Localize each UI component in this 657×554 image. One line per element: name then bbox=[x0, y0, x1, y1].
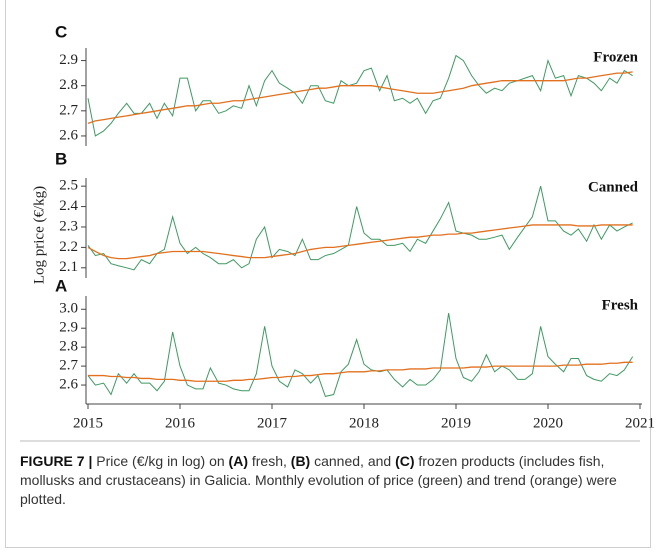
caption-text: Price (€/kg in log) on bbox=[92, 453, 229, 469]
y-tick-label: 2.7 bbox=[59, 358, 78, 374]
x-tick-label: 2016 bbox=[165, 415, 196, 431]
caption-text: (C) bbox=[395, 453, 415, 469]
y-tick-label: 2.8 bbox=[59, 339, 78, 355]
caption-text: canned, and bbox=[310, 453, 396, 469]
caption-text: fresh, bbox=[247, 453, 291, 469]
y-tick-label: 2.1 bbox=[59, 259, 78, 275]
panel-label: C bbox=[55, 22, 67, 41]
x-tick-label: 2020 bbox=[533, 415, 563, 431]
caption: FIGURE 7 | Price (€/kg in log) on (A) fr… bbox=[20, 452, 640, 509]
x-tick-label: 2019 bbox=[441, 415, 471, 431]
y-tick-label: 2.2 bbox=[59, 239, 78, 255]
y-tick-label: 2.5 bbox=[59, 178, 78, 194]
x-tick-label: 2015 bbox=[73, 415, 103, 431]
y-tick-label: 2.3 bbox=[59, 218, 78, 234]
y-tick-label: 2.8 bbox=[59, 77, 78, 93]
series-line bbox=[88, 361, 633, 382]
panel-label: B bbox=[55, 149, 67, 168]
y-tick-label: 2.9 bbox=[59, 320, 78, 336]
y-tick-label: 2.7 bbox=[59, 102, 78, 118]
caption-text: frozen products (includes fish, mollusks… bbox=[20, 453, 617, 507]
panel-title: Fresh bbox=[602, 297, 639, 313]
panel-title: Canned bbox=[588, 179, 639, 195]
series-line bbox=[87, 224, 633, 260]
y-axis-label: Log price (€/kg) bbox=[31, 186, 47, 284]
caption-text: (B) bbox=[290, 453, 311, 469]
caption-text: (A) bbox=[228, 453, 248, 469]
y-tick-label: 2.9 bbox=[59, 52, 78, 68]
series-line bbox=[87, 312, 634, 398]
y-tick-label: 2.6 bbox=[59, 376, 78, 392]
x-tick-label: 2017 bbox=[257, 415, 288, 431]
series-line bbox=[87, 71, 633, 124]
y-tick-label: 3.0 bbox=[59, 301, 78, 317]
frame bbox=[5, 0, 651, 548]
series-line bbox=[87, 186, 633, 271]
panel-label: A bbox=[55, 276, 67, 295]
panel-title: Frozen bbox=[593, 49, 638, 65]
series-line bbox=[87, 54, 633, 137]
caption-text: FIGURE 7 | bbox=[20, 453, 93, 469]
y-tick-label: 2.4 bbox=[59, 198, 78, 214]
y-tick-label: 2.6 bbox=[59, 127, 78, 143]
x-tick-label: 2018 bbox=[349, 415, 379, 431]
x-tick-label: 2021 bbox=[625, 415, 655, 431]
